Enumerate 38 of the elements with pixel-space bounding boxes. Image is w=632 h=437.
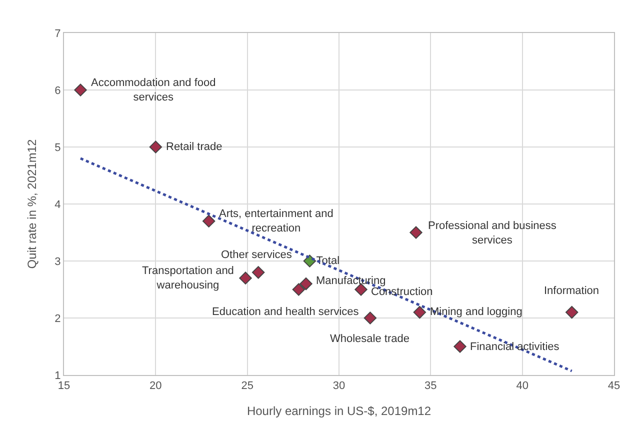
annotation: Transportation and warehousing	[142, 265, 234, 292]
x-tick-label: 25	[241, 380, 254, 392]
annotation: Other services	[221, 249, 292, 261]
point	[239, 272, 252, 284]
point	[292, 283, 306, 296]
point	[410, 226, 422, 239]
point	[300, 277, 312, 290]
y-tick-label: 1	[54, 370, 61, 382]
annotation: Arts, entertainment and recreation	[219, 208, 334, 234]
annotation: Wholesale trade	[330, 333, 410, 345]
point	[252, 266, 265, 279]
y-tick-label: 4	[54, 198, 61, 211]
y-tick-label: 3	[54, 256, 61, 268]
y-tick-label: 2	[54, 312, 61, 325]
annotation: Education and health services	[212, 306, 360, 318]
y-tick-label: 6	[54, 84, 61, 97]
point	[364, 312, 377, 324]
annotation: Financial activities	[470, 341, 560, 353]
point	[454, 340, 466, 353]
x-tick-label: 35	[424, 380, 437, 392]
point	[202, 214, 216, 228]
y-axis-title: Quit rate in %, 2021m12	[24, 138, 39, 269]
annotation: Professional and business services	[428, 220, 557, 246]
x-tick-label: 40	[516, 380, 528, 392]
x-tick-label: 45	[608, 380, 620, 392]
point	[74, 84, 87, 96]
annotation: Accommodation and food services	[91, 77, 216, 104]
annotation: Information	[544, 285, 600, 297]
x-tick-label: 30	[332, 380, 346, 392]
x-tick-label: 20	[150, 380, 162, 392]
y-tick-label: 7	[54, 28, 61, 40]
point	[413, 306, 426, 319]
annotation: Retail trade	[166, 141, 222, 153]
point	[565, 306, 578, 319]
point	[149, 140, 162, 154]
x-tick-label: 15	[58, 380, 70, 392]
x-axis-title: Hourly earnings in US-$, 2019m12	[246, 404, 432, 418]
y-tick-label: 5	[54, 142, 61, 154]
